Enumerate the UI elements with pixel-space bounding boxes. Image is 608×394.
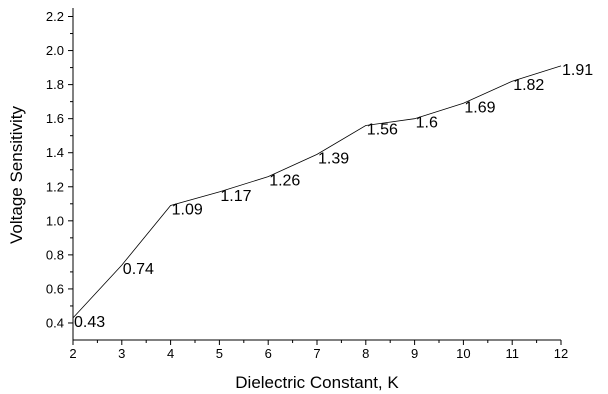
data-label: 1.09 (172, 201, 203, 218)
data-label: 1.17 (220, 188, 251, 205)
y-tick-label: 1.2 (46, 179, 64, 194)
axes (72, 8, 561, 341)
y-tick-label: 2.0 (46, 43, 64, 58)
y-tick-label: 1.4 (46, 145, 64, 160)
y-tick-label: 0.4 (46, 315, 64, 330)
y-tick-label: 1.8 (46, 77, 64, 92)
data-label: 1.69 (464, 99, 495, 116)
data-label: 1.6 (416, 115, 438, 132)
y-tick-label: 0.8 (46, 247, 64, 262)
data-labels: 0.43 0.74 1.09 1.17 1.26 1.39 1.56 1.6 1.69 1.82 1… (74, 62, 593, 331)
series-group (72, 65, 562, 319)
data-label: 1.91 (562, 62, 593, 79)
x-tick-label: 5 (216, 346, 223, 361)
y-axis-ticks: 0.4 0.6 0.8 1.0 1.2 1.4 1.6 1.8 2.0 2.2 (46, 9, 73, 330)
y-axis-title: Voltage Sensitivity (7, 106, 26, 244)
x-tick-label: 11 (505, 346, 519, 361)
data-label: 1.82 (513, 77, 544, 94)
x-tick-label: 9 (411, 346, 418, 361)
y-tick-label: 0.6 (46, 281, 64, 296)
y-tick-label: 2.2 (46, 9, 64, 24)
y-tick-label: 1.0 (46, 213, 64, 228)
data-label: 0.43 (74, 314, 105, 331)
series-line (72, 65, 562, 319)
data-label: 1.39 (318, 150, 349, 167)
x-axis-title: Dielectric Constant, K (235, 373, 399, 392)
x-axis-ticks: 2 3 4 5 6 7 8 9 10 11 12 (69, 340, 568, 361)
x-tick-label: 10 (456, 346, 470, 361)
x-tick-label: 12 (554, 346, 568, 361)
y-tick-label: 1.6 (46, 111, 64, 126)
data-label: 0.74 (123, 261, 154, 278)
x-tick-label: 8 (362, 346, 369, 361)
x-tick-label: 4 (167, 346, 174, 361)
x-tick-label: 3 (118, 346, 125, 361)
x-tick-label: 2 (69, 346, 76, 361)
data-label: 1.26 (269, 173, 300, 190)
x-tick-label: 6 (265, 346, 272, 361)
data-label: 1.56 (367, 121, 398, 138)
x-tick-label: 7 (313, 346, 320, 361)
